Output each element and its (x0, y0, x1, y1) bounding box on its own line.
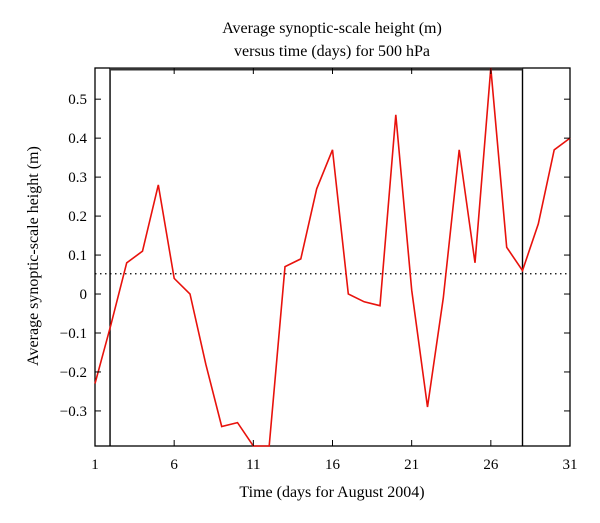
y-tick-label: 0.2 (68, 209, 87, 225)
y-axis-ticks: 0.5 0.4 0.3 0.2 0.1 0 −0.1 −0.2 −0.3 (60, 92, 570, 420)
vertical-lines (109, 68, 524, 446)
x-tick-label: 11 (246, 457, 260, 473)
y-tick-label: 0.1 (68, 248, 87, 264)
y-tick-label: −0.2 (60, 365, 87, 381)
y-tick-label: 0.4 (68, 131, 87, 147)
plot-frame (94, 67, 571, 447)
chart-title: Average synoptic-scale height (m) versus… (222, 20, 442, 60)
x-axis-label: Time (days for August 2004) (239, 484, 424, 501)
y-tick-label: 0.3 (68, 170, 87, 186)
chart-title-line-2: versus time (days) for 500 hPa (234, 43, 430, 60)
y-axis-label: Average synoptic-scale height (m) (25, 146, 42, 366)
x-tick-label: 21 (404, 457, 419, 473)
series-group (94, 67, 571, 447)
y-tick-label: −0.1 (60, 326, 87, 342)
y-tick-label: 0.5 (68, 92, 87, 108)
y-tick-label: −0.3 (60, 404, 87, 420)
y-tick-label: 0 (80, 287, 88, 303)
chart-title-line-1: Average synoptic-scale height (m) (222, 20, 442, 37)
x-tick-label: 6 (170, 457, 178, 473)
x-tick-label: 31 (563, 457, 578, 473)
x-axis-ticks: 1 6 11 16 21 26 31 (91, 68, 578, 473)
series-line-1 (94, 67, 571, 447)
x-tick-label: 16 (325, 457, 341, 473)
x-tick-label: 26 (483, 457, 499, 473)
x-tick-label: 1 (91, 457, 99, 473)
